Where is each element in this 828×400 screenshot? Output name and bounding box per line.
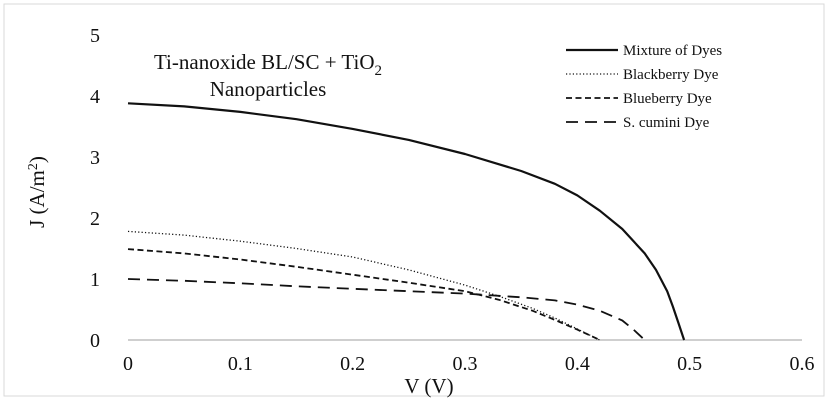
x-tick-label: 0.4 [565, 353, 590, 375]
x-axis-label: V (V) [404, 374, 453, 398]
series-line-0 [127, 102, 686, 341]
x-tick-label: 0 [123, 353, 133, 375]
legend-label-3: S. cumini Dye [623, 115, 710, 131]
legend-label-1: Blackberry Dye [623, 67, 719, 83]
y-axis: 0 1 2 3 4 5 [90, 25, 100, 352]
y-tick-label: 5 [90, 25, 100, 47]
x-tick-label: 0.6 [790, 353, 815, 375]
series-line-3 [127, 278, 646, 341]
legend-label-0: Mixture of Dyes [623, 43, 722, 59]
x-tick-label: 0.5 [677, 353, 702, 375]
legend: Mixture of Dyes Blackberry Dye Blueberry D… [566, 43, 722, 131]
y-tick-label: 3 [90, 147, 100, 169]
x-axis: 0 0.1 0.2 0.3 0.4 0.5 0.6 [123, 339, 815, 375]
y-tick-label: 1 [90, 269, 100, 291]
x-tick-label: 0.3 [453, 353, 478, 375]
chart-frame [3, 3, 825, 397]
legend-label-2: Blueberry Dye [623, 91, 712, 107]
annotation-line2: Nanoparticles [210, 77, 327, 101]
y-axis-label: J (A/m2) [25, 156, 49, 228]
y-tick-label: 0 [90, 330, 100, 352]
y-tick-label: 4 [90, 86, 100, 108]
series-line-2 [127, 248, 601, 341]
series-line-1 [127, 230, 601, 341]
y-tick-label: 2 [90, 208, 100, 230]
series-layer [127, 102, 686, 341]
x-tick-label: 0.1 [228, 353, 253, 375]
x-tick-label: 0.2 [340, 353, 365, 375]
annotation-line1: Ti-nanoxide BL/SC + TiO2 [154, 50, 382, 79]
